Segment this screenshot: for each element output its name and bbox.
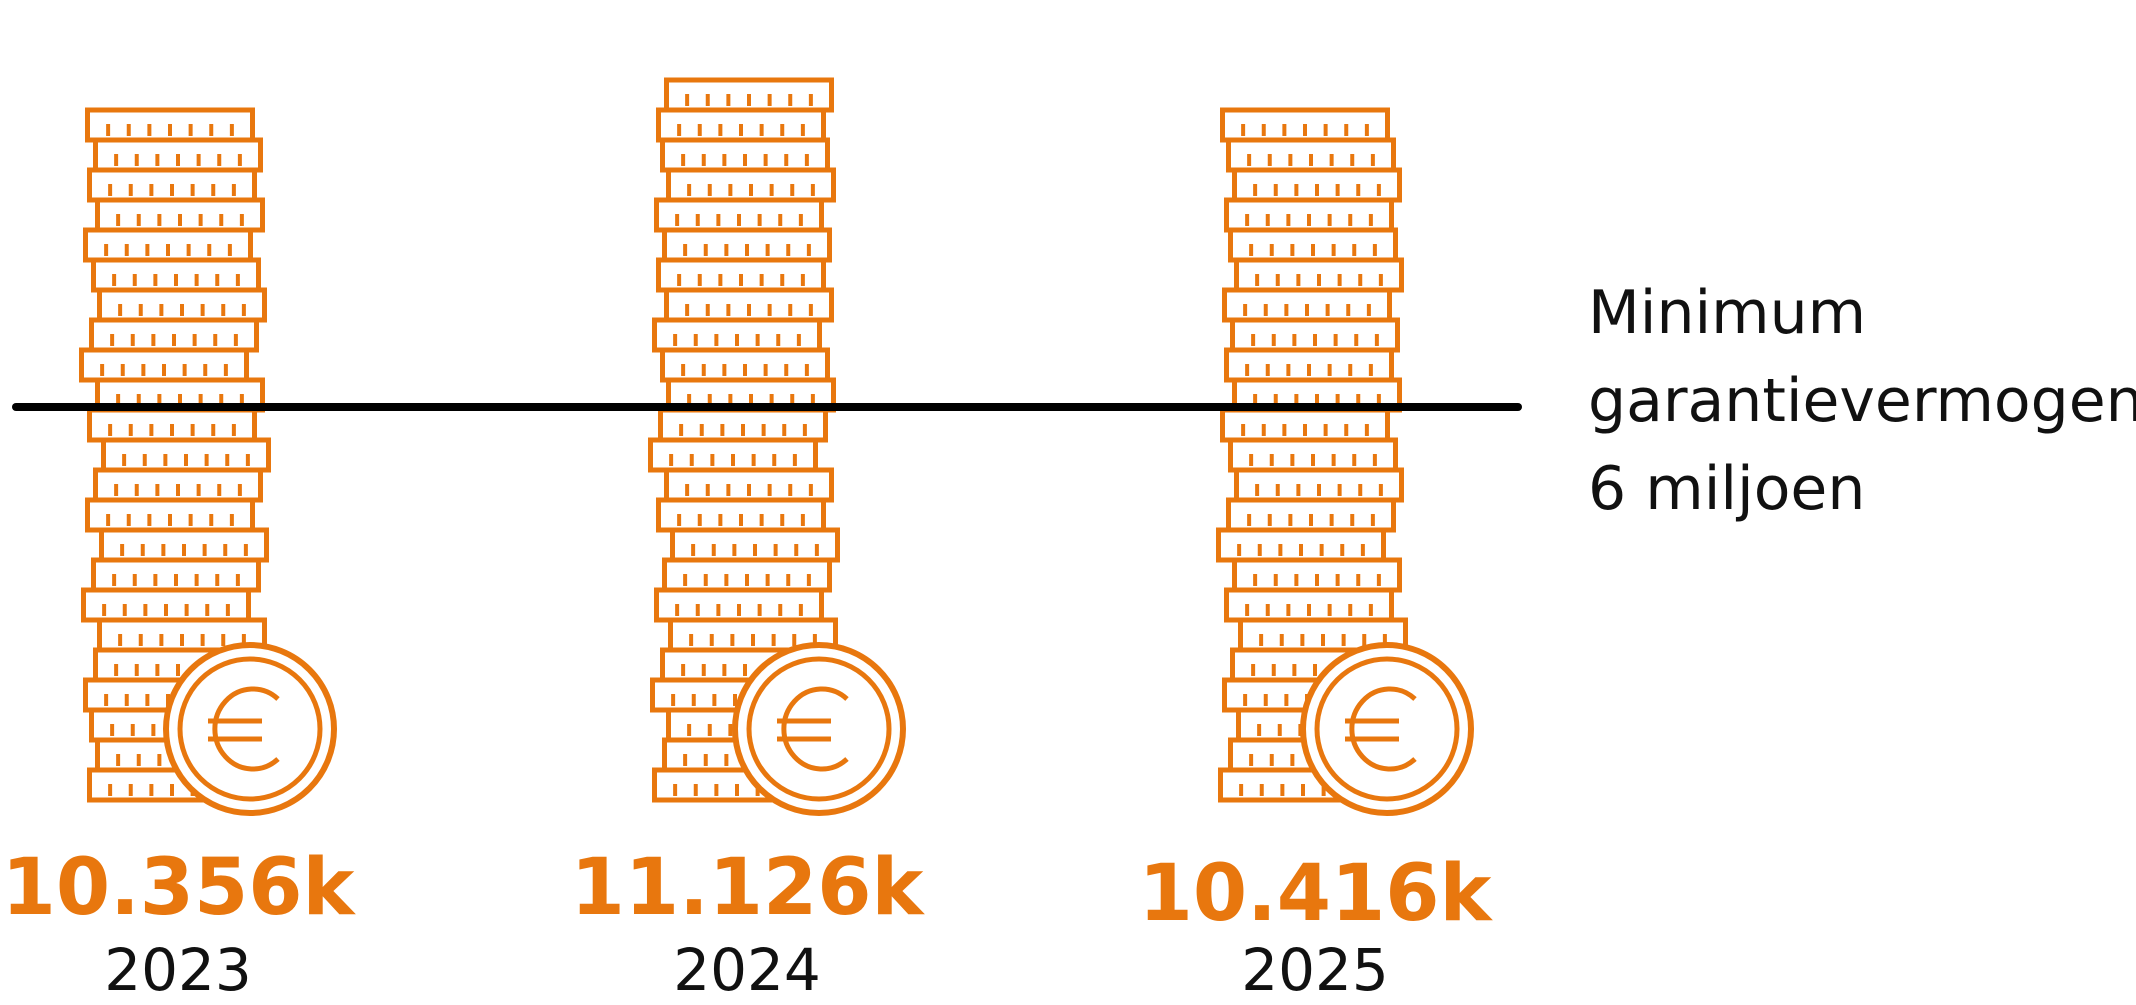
coin-stack bbox=[1216, 107, 1474, 816]
reference-label: 6 miljoen bbox=[1588, 454, 1865, 524]
euro-coin-inner bbox=[177, 656, 323, 802]
coin-stack bbox=[648, 77, 906, 816]
year-label: 2025 bbox=[1241, 936, 1389, 1004]
euro-sign bbox=[777, 686, 849, 772]
euro-coin bbox=[163, 642, 337, 816]
euro-coin-inner bbox=[1314, 656, 1460, 802]
euro-sign bbox=[208, 686, 280, 772]
euro-coin-inner bbox=[746, 656, 892, 802]
euro-sign bbox=[1345, 686, 1417, 772]
value-label: 10.416k bbox=[1139, 849, 1494, 939]
reference-label: garantievermogen bbox=[1588, 366, 2136, 436]
value-label: 11.126k bbox=[571, 843, 926, 933]
coin-stack bbox=[79, 107, 337, 816]
euro-coin bbox=[1300, 642, 1474, 816]
euro-coin bbox=[732, 642, 906, 816]
value-label: 10.356k bbox=[2, 843, 357, 933]
year-label: 2023 bbox=[104, 936, 252, 1004]
year-label: 2024 bbox=[673, 936, 821, 1004]
reference-label: Minimum bbox=[1588, 278, 1866, 348]
